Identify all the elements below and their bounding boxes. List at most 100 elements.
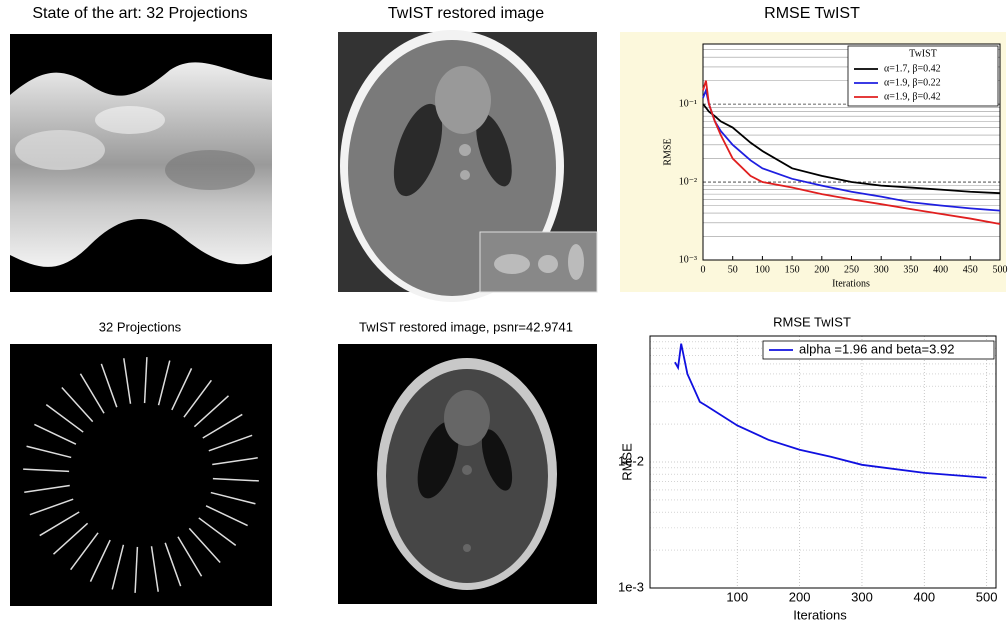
image-bg — [10, 344, 272, 606]
spot — [462, 465, 472, 475]
projection-line — [210, 491, 256, 505]
x-tick-label: 200 — [789, 589, 811, 604]
brain — [386, 369, 548, 583]
projection-line — [164, 542, 182, 587]
panel-title: TwIST restored image — [388, 5, 544, 22]
plot-frame — [649, 335, 997, 589]
x-tick-label: 400 — [913, 589, 935, 604]
x-tick-label: 400 — [933, 264, 948, 275]
x-tick-label: 300 — [851, 589, 873, 604]
ventricle — [476, 113, 512, 187]
x-tick-label: 100 — [726, 589, 748, 604]
x-tick-label: 350 — [903, 264, 918, 275]
sinogram-band — [10, 62, 272, 267]
legend-label: alpha =1.96 and beta=3.92 — [799, 341, 954, 356]
y-tick-label: 10⁻¹ — [679, 98, 697, 109]
ventricle — [481, 429, 513, 491]
y-tick-label: 1e-3 — [618, 579, 644, 594]
projection-line — [134, 546, 139, 593]
x-tick-label: 500 — [976, 589, 998, 604]
projection-line — [79, 373, 105, 414]
spot — [494, 254, 530, 274]
projections-image — [10, 344, 272, 606]
plot-frame — [702, 43, 1001, 261]
x-tick-label: 100 — [755, 264, 770, 275]
projection-line — [34, 423, 77, 445]
chart-title: RMSE TwIST — [764, 5, 860, 22]
x-tick-label: 450 — [963, 264, 978, 275]
projection-line — [212, 477, 259, 482]
projection-line — [212, 457, 258, 466]
projection-line — [208, 434, 253, 452]
projection-line — [198, 517, 237, 546]
x-axis-label: Iterations — [793, 607, 847, 622]
spot — [444, 390, 490, 446]
spot — [459, 144, 471, 156]
projection-line — [202, 413, 243, 439]
x-tick-label: 250 — [844, 264, 859, 275]
legend-label: α=1.9, β=0.42 — [884, 91, 941, 102]
projection-line — [61, 386, 94, 423]
chart-title: RMSE TwIST — [773, 314, 851, 329]
x-tick-label: 0 — [701, 264, 706, 275]
projection-line — [89, 539, 111, 582]
projection-line — [52, 522, 89, 555]
y-tick-label: 10⁻² — [679, 176, 697, 187]
projection-line — [183, 379, 212, 418]
blob — [15, 130, 105, 170]
spot — [435, 66, 491, 134]
projection-line — [171, 368, 193, 411]
projection-line — [39, 511, 80, 537]
spot — [460, 170, 470, 180]
projection-line — [29, 498, 74, 516]
y-tick-label: 1e-2 — [618, 453, 644, 468]
legend-label: α=1.7, β=0.42 — [884, 63, 941, 74]
projection-line — [45, 404, 84, 433]
projection-line — [26, 445, 72, 459]
x-tick-label: 150 — [785, 264, 800, 275]
projection-line — [23, 468, 70, 473]
projection-line — [100, 363, 118, 408]
projection-line — [188, 527, 221, 564]
y-tick-label: 10⁻³ — [679, 254, 697, 265]
legend-box — [762, 340, 995, 360]
series-line — [674, 343, 987, 479]
panel-title: State of the art: 32 Projections — [32, 5, 247, 22]
projection-line — [24, 484, 70, 493]
panel-title: TwIST restored image, psnr=42.9741 — [359, 319, 573, 334]
sinogram-image — [10, 34, 272, 292]
x-tick-label: 500 — [993, 264, 1008, 275]
ventricle — [417, 421, 459, 499]
y-axis-label: RMSE — [619, 443, 634, 481]
phantom-image — [338, 30, 598, 302]
x-tick-label: 200 — [814, 264, 829, 275]
blob — [165, 150, 255, 190]
series-line — [702, 80, 1001, 225]
projection-line — [123, 358, 132, 404]
ventricle — [393, 103, 443, 197]
x-tick-label: 300 — [874, 264, 889, 275]
blob — [95, 106, 165, 134]
legend-title: TwIST — [909, 48, 937, 59]
projection-line — [193, 395, 230, 428]
y-axis-label: RMSE — [662, 138, 673, 165]
x-axis-label: Iterations — [832, 278, 870, 289]
spot — [463, 544, 471, 552]
projection-line — [205, 505, 248, 527]
x-tick-label: 50 — [728, 264, 738, 275]
spot — [538, 255, 558, 273]
legend-label: α=1.9, β=0.22 — [884, 77, 941, 88]
spot — [568, 244, 584, 280]
legend-box — [847, 45, 999, 107]
projection-line — [111, 544, 125, 590]
projection-line — [157, 360, 171, 406]
projection-line — [70, 532, 99, 571]
panel-title: 32 Projections — [99, 319, 182, 334]
phantom-image — [338, 344, 597, 604]
projection-line — [150, 546, 159, 592]
projection-line — [143, 357, 148, 404]
projection-line — [177, 536, 203, 577]
